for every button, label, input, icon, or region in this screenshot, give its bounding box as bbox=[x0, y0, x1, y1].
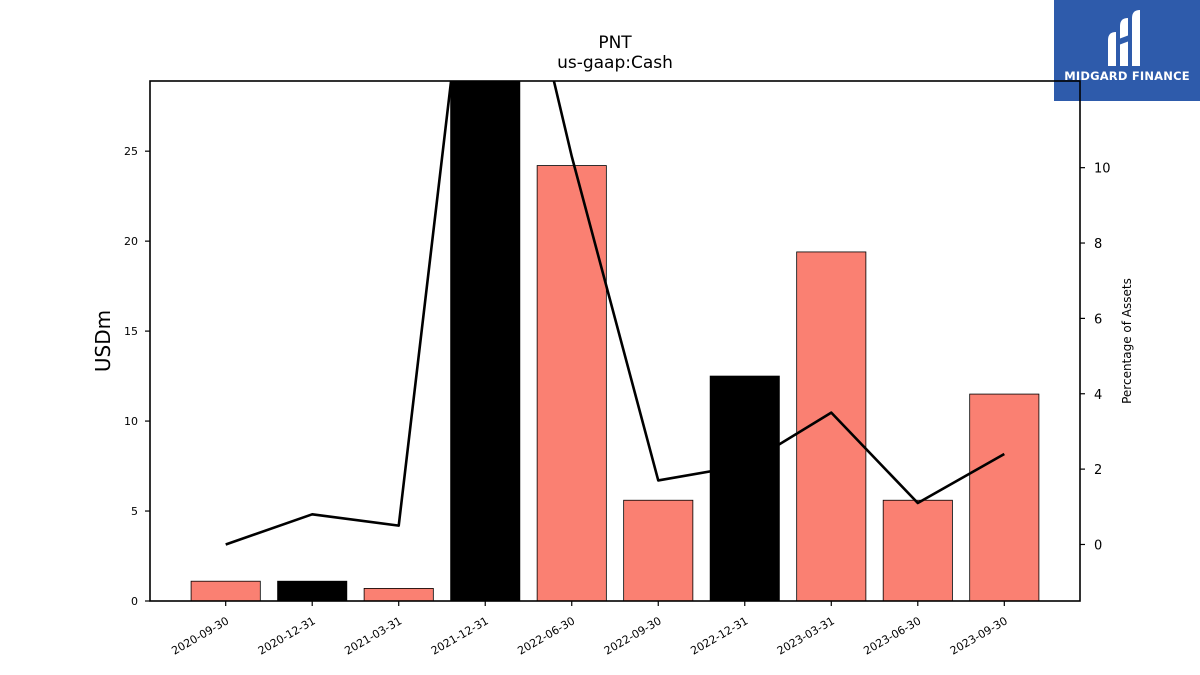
bar-2023-09-30 bbox=[969, 393, 1040, 602]
logo-text: MIDGARD FINANCE bbox=[1064, 69, 1190, 83]
x-tick-label: 2023-06-30 bbox=[861, 614, 923, 657]
y-tick-label-right: 0 bbox=[1094, 538, 1102, 553]
x-tick-label: 2022-12-31 bbox=[688, 614, 750, 657]
x-tick-label: 2023-09-30 bbox=[948, 614, 1010, 657]
x-tick-label: 2020-12-31 bbox=[256, 614, 318, 657]
bar-2022-06-30 bbox=[536, 165, 607, 602]
midgard-logo-icon bbox=[1108, 10, 1140, 66]
y-tick-label-right: 10 bbox=[1094, 162, 1111, 177]
x-tick-label: 2022-09-30 bbox=[602, 614, 664, 657]
y-tick-label-left: 5 bbox=[131, 505, 138, 518]
brand-logo: MIDGARD FINANCE bbox=[1054, 0, 1200, 101]
x-tick-label: 2021-12-31 bbox=[429, 614, 491, 657]
chart-title: PNT bbox=[598, 33, 632, 53]
x-tick-label: 2021-03-31 bbox=[342, 614, 404, 657]
x-tick-label: 2020-09-30 bbox=[169, 614, 231, 657]
y-tick-label-left: 25 bbox=[124, 145, 138, 158]
bar-2020-12-31 bbox=[277, 580, 348, 602]
y-tick-label-left: 0 bbox=[131, 595, 138, 608]
bar-2023-06-30 bbox=[882, 499, 953, 602]
y-tick-label-right: 8 bbox=[1094, 237, 1102, 252]
x-tick-label: 2023-03-31 bbox=[775, 614, 837, 657]
bar-2022-12-31 bbox=[709, 375, 780, 602]
x-tick-label: 2022-06-30 bbox=[515, 614, 577, 657]
y-tick-label-left: 10 bbox=[124, 415, 138, 428]
y-axis-label-right: Percentage of Assets bbox=[1120, 278, 1134, 404]
y-tick-label-right: 2 bbox=[1094, 463, 1102, 478]
y-tick-label-right: 6 bbox=[1094, 312, 1102, 327]
percentage-line bbox=[225, 81, 1005, 546]
chart-subtitle: us-gaap:Cash bbox=[557, 53, 673, 73]
bar-2021-12-31 bbox=[450, 80, 521, 602]
plot-frame bbox=[149, 80, 1081, 602]
y-axis-label-left: USDm bbox=[91, 310, 115, 372]
y-tick-label-right: 4 bbox=[1094, 388, 1102, 403]
bar-2022-09-30 bbox=[623, 499, 694, 602]
bar-2020-09-30 bbox=[190, 580, 261, 602]
bar-2021-03-31 bbox=[363, 588, 434, 602]
y-tick-label-left: 15 bbox=[124, 325, 138, 338]
y-tick-label-left: 20 bbox=[124, 235, 138, 248]
